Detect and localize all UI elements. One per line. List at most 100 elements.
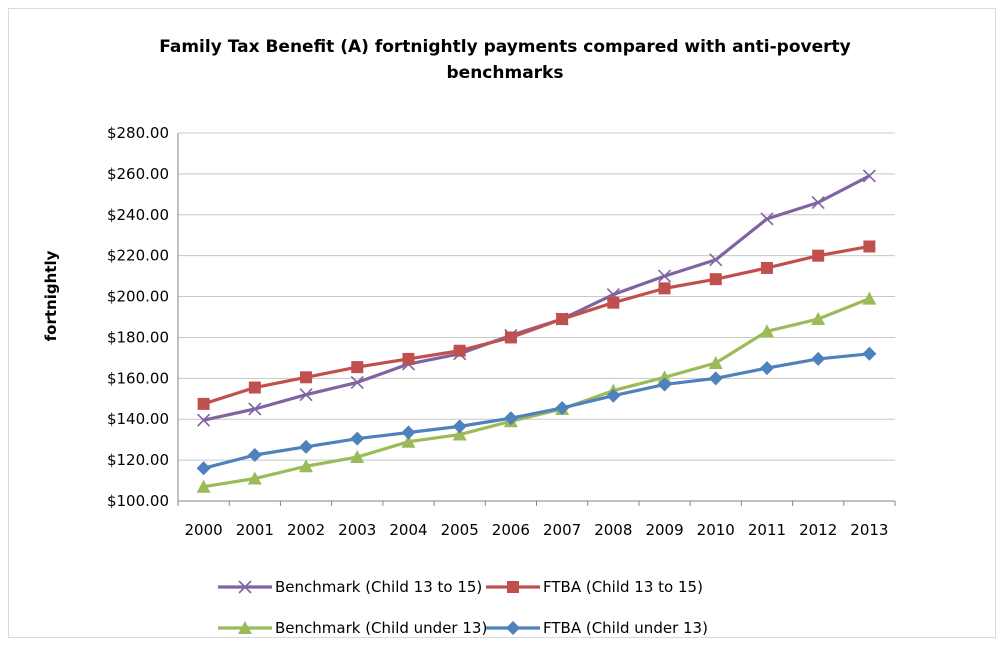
data-point	[811, 195, 825, 210]
data-point	[351, 361, 364, 374]
data-point	[452, 419, 467, 434]
legend-item: Benchmark (Child 13 to 15)	[218, 578, 482, 596]
data-point	[606, 388, 621, 403]
series-2	[197, 240, 876, 410]
legend-label: Benchmark (Child 13 to 15)	[275, 578, 482, 596]
series-line	[203, 174, 871, 422]
legend-label: FTBA (Child 13 to 15)	[543, 578, 703, 596]
y-tick-label: $180.00	[107, 328, 169, 346]
marker-stroke	[350, 375, 364, 389]
x-tick-label: 2006	[492, 521, 530, 539]
data-point	[401, 425, 416, 440]
data-point	[196, 479, 211, 493]
x-tick-label: 2001	[236, 521, 274, 539]
y-tick-label: $240.00	[107, 206, 169, 224]
data-point	[862, 346, 877, 361]
data-point	[247, 471, 262, 485]
data-point	[197, 413, 211, 427]
data-point	[350, 450, 365, 464]
marker-stroke	[709, 253, 723, 267]
marker-stroke	[248, 402, 262, 416]
x-tick-label: 2002	[287, 521, 325, 539]
marker-stroke	[197, 413, 211, 427]
legend-marker	[238, 580, 252, 594]
x-tick-label: 2009	[645, 521, 683, 539]
data-point	[607, 296, 620, 309]
data-point	[709, 253, 723, 267]
legend-marker	[506, 621, 520, 635]
x-tick-label: 2004	[389, 521, 427, 539]
marker-stroke	[238, 580, 252, 594]
series-4	[196, 346, 877, 476]
data-point	[760, 261, 773, 274]
data-point	[862, 169, 876, 183]
data-point	[811, 312, 826, 326]
data-point	[504, 331, 517, 344]
series-line	[203, 352, 870, 470]
data-point	[657, 370, 672, 384]
legend-item: Benchmark (Child under 13)	[218, 619, 487, 637]
legend-marker	[238, 621, 252, 634]
series-1	[197, 169, 876, 427]
data-point	[759, 324, 774, 338]
x-tick-label: 2000	[185, 521, 223, 539]
y-tick-labels: $100.00 $120.00 $140.00 $160.00 $180.00 $200.…	[107, 124, 169, 510]
chart-frame	[8, 8, 996, 638]
data-point	[657, 269, 672, 283]
legend-item: FTBA (Child under 13)	[486, 619, 708, 637]
marker-stroke	[862, 169, 876, 183]
data-point	[299, 439, 314, 454]
gridlines	[177, 132, 896, 506]
x-tick-label: 2012	[799, 521, 837, 539]
x-tick-label: 2005	[441, 521, 479, 539]
y-tick-label: $120.00	[107, 451, 169, 469]
legend-label: Benchmark (Child under 13)	[275, 619, 487, 637]
series-3	[196, 291, 877, 493]
data-point	[453, 344, 466, 357]
chart-title-line-2: benchmarks	[447, 63, 564, 83]
chart-title-line-1: Family Tax Benefit (A) fortnightly payme…	[159, 37, 850, 57]
data-point	[811, 351, 826, 366]
y-tick-label: $140.00	[107, 410, 169, 428]
legend: Benchmark (Child 13 to 15) FTBA (Child 13…	[218, 578, 708, 637]
data-point	[248, 402, 262, 416]
data-point	[812, 249, 825, 262]
x-tick-label: 2011	[748, 521, 786, 539]
data-point	[350, 431, 365, 446]
data-point	[402, 352, 415, 365]
data-point	[300, 371, 313, 384]
data-point	[299, 459, 314, 473]
data-point	[452, 427, 467, 441]
series-line	[203, 297, 870, 489]
legend-marker	[507, 581, 519, 593]
data-point	[247, 448, 262, 462]
data-point	[760, 212, 774, 226]
x-tick-label: 2003	[338, 521, 376, 539]
data-point	[863, 240, 876, 253]
series-group	[196, 169, 877, 493]
data-point	[556, 313, 569, 326]
y-tick-label: $160.00	[107, 369, 169, 387]
data-point	[709, 273, 722, 286]
legend-item: FTBA (Child 13 to 15)	[486, 578, 703, 596]
data-point	[555, 400, 570, 415]
y-tick-label: $220.00	[107, 247, 169, 265]
legend-label: FTBA (Child under 13)	[543, 619, 708, 637]
data-point	[759, 361, 774, 376]
marker-stroke	[760, 212, 774, 226]
data-point	[350, 375, 364, 389]
data-point	[196, 461, 211, 476]
data-point	[299, 388, 313, 402]
data-point	[401, 434, 416, 448]
marker-stroke	[811, 195, 825, 210]
series-line	[203, 244, 870, 406]
data-point	[658, 282, 671, 295]
y-tick-label: $260.00	[107, 165, 169, 183]
marker-stroke	[299, 388, 313, 402]
data-point	[862, 291, 877, 305]
y-tick-label: $200.00	[107, 288, 169, 306]
data-point	[248, 381, 261, 394]
x-tick-label: 2013	[850, 521, 888, 539]
data-point	[657, 377, 672, 392]
